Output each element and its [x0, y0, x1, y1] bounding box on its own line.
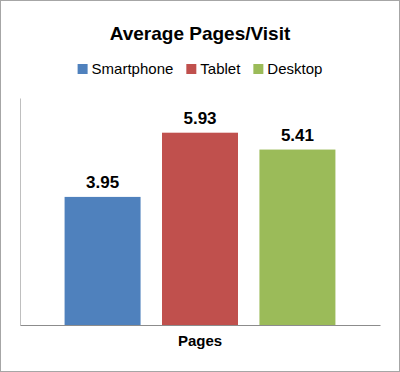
bar [65, 197, 141, 325]
y-axis-line [20, 99, 21, 326]
data-label: 3.95 [86, 173, 119, 192]
x-tick: Pages [178, 325, 222, 349]
legend-swatch [78, 64, 88, 74]
legend-label: Smartphone [92, 60, 174, 77]
legend-label: Desktop [267, 60, 322, 77]
frame [1, 1, 400, 372]
legend-item: Smartphone [78, 60, 174, 77]
chart: Average Pages/Visit 3.95 5.93 5.41 Pages Smar… [0, 0, 400, 372]
legend-item: Tablet [186, 60, 241, 77]
data-label: 5.93 [183, 109, 216, 128]
data-label: 5.41 [281, 126, 314, 145]
x-axis-line [21, 325, 381, 326]
y-axis [20, 99, 21, 326]
data-labels: 3.95 5.93 5.41 [86, 109, 314, 192]
legend-swatch [186, 64, 196, 74]
legend-label: Tablet [200, 60, 241, 77]
legend-swatch [253, 64, 263, 74]
x-axis: Pages [21, 325, 381, 349]
bar [259, 150, 335, 325]
legend-item: Desktop [253, 60, 322, 77]
bar [162, 133, 238, 325]
x-tick-label: Pages [178, 332, 222, 349]
legend: Smartphone Tablet Desktop [78, 60, 323, 77]
title: Average Pages/Visit [110, 23, 291, 44]
bars [65, 133, 336, 325]
